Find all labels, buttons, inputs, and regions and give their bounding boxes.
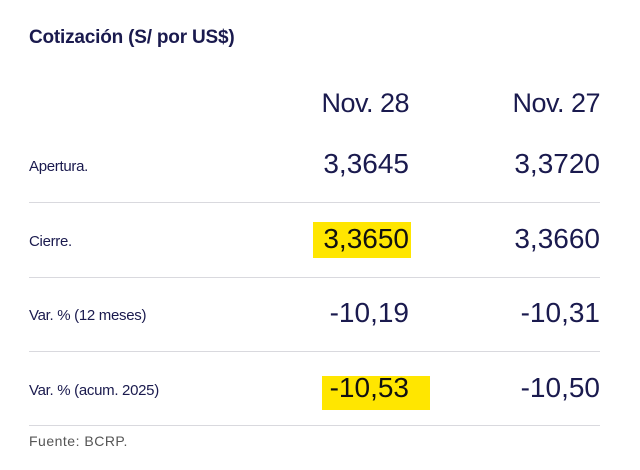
value-nov-27: -10,31 — [520, 297, 600, 328]
highlight-acum-nov-28 — [322, 376, 430, 410]
source-note: Fuente: BCRP. — [29, 433, 128, 449]
value-nov-27: -10,50 — [520, 372, 600, 403]
column-header-nov-27: Nov. 27 — [512, 88, 600, 118]
value-nov-28: -10,53 — [329, 372, 409, 403]
table-row-var-12-meses: Var. % (12 meses) -10,19 -10,31 — [29, 278, 600, 352]
row-divider — [29, 351, 600, 352]
table-title: Cotización (S/ por US$) — [29, 27, 235, 48]
row-divider — [29, 425, 600, 426]
row-divider — [29, 202, 600, 203]
value-nov-28: 3,3645 — [323, 148, 409, 179]
row-label: Var. % (12 meses) — [29, 307, 147, 324]
table-row-apertura: Apertura. 3,3645 3,3720 — [29, 128, 600, 202]
value-nov-27: 3,3720 — [514, 148, 600, 179]
table-row-cierre: Cierre. 3,3650 3,3660 — [29, 203, 600, 277]
row-label: Apertura. — [29, 158, 88, 175]
row-label: Var. % (acum. 2025) — [29, 382, 159, 399]
value-nov-27: 3,3660 — [514, 223, 600, 254]
highlight-cierre-nov-28 — [313, 222, 411, 258]
value-nov-28: -10,19 — [329, 297, 409, 328]
value-nov-28: 3,3650 — [323, 223, 409, 254]
row-divider — [29, 277, 600, 278]
row-label: Cierre. — [29, 233, 72, 250]
table-row-var-acum-2025: Var. % (acum. 2025) -10,53 -10,50 — [29, 352, 600, 426]
column-header-nov-28: Nov. 28 — [321, 88, 409, 118]
